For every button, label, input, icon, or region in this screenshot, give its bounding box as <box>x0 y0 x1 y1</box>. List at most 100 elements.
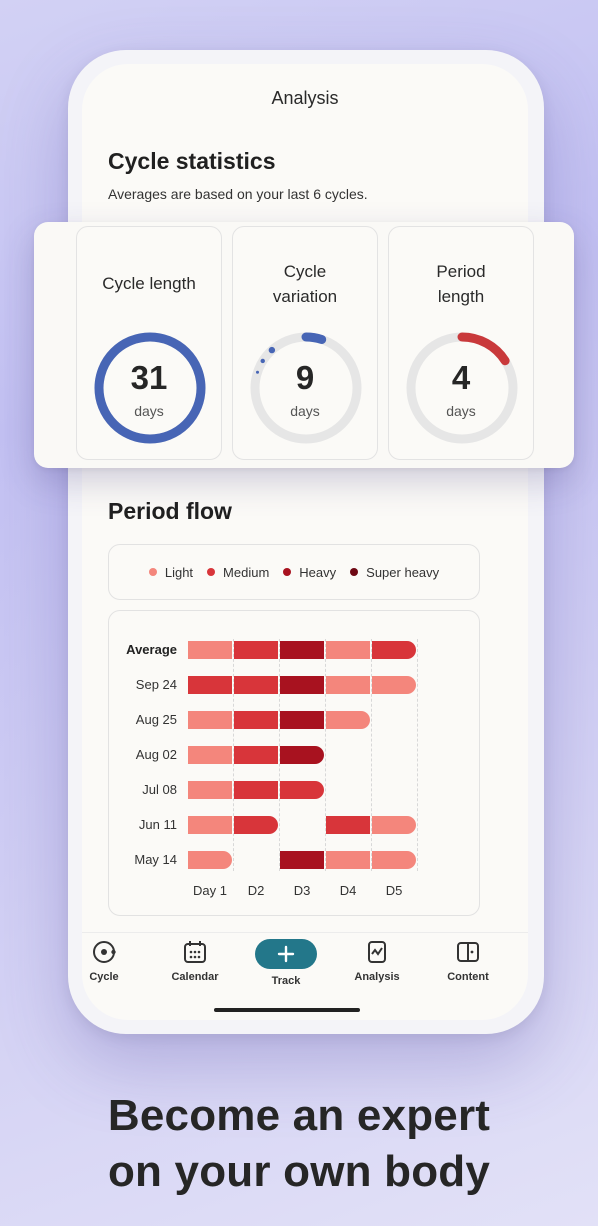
stat-unit: days <box>290 403 320 419</box>
row-label: Aug 25 <box>135 712 177 727</box>
flow-cell <box>188 641 232 659</box>
plus-icon <box>277 945 295 963</box>
legend-item-heavy: Heavy <box>283 565 336 580</box>
legend-item-medium: Medium <box>207 565 269 580</box>
nav-label: Cycle <box>89 971 119 983</box>
flow-legend: Light Medium Heavy Super heavy <box>108 544 480 600</box>
legend-label: Super heavy <box>366 564 440 580</box>
nav-label: Analysis <box>354 971 400 983</box>
headline-line-1: Become an expert <box>107 1091 491 1140</box>
stat-value: 31 <box>130 359 168 396</box>
calendar-icon <box>184 941 206 963</box>
flow-cell <box>280 641 324 659</box>
flow-cell <box>234 816 278 834</box>
legend-label: Medium <box>223 564 270 580</box>
flow-cell <box>280 746 324 764</box>
flow-cell <box>234 781 278 799</box>
x-tick-label: D5 <box>385 883 403 898</box>
nav-item-track[interactable]: Track <box>246 939 326 987</box>
headline-line-2: on your own body <box>107 1147 491 1196</box>
row-label: Sep 24 <box>135 677 177 692</box>
nav-item-calendar[interactable]: Calendar <box>155 939 235 983</box>
stat-value: 4 <box>451 359 471 396</box>
ring-dot <box>260 358 265 364</box>
flow-cell <box>188 746 232 764</box>
legend-dot <box>283 568 292 576</box>
home-indicator <box>214 1008 360 1012</box>
flow-cell <box>280 711 324 729</box>
stat-card-cycle-variation[interactable]: Cycle variation 9 days <box>232 226 378 460</box>
stat-label: Period <box>436 262 486 281</box>
chart-gridline <box>233 639 234 871</box>
flow-cell <box>234 641 278 659</box>
flow-cell <box>372 816 416 834</box>
flow-cell <box>188 781 232 799</box>
x-tick-label: D2 <box>247 883 265 898</box>
row-label: Jul 08 <box>142 782 177 797</box>
flow-cell <box>188 816 232 834</box>
cycle-icon <box>93 941 116 963</box>
legend-label: Heavy <box>299 564 337 580</box>
nav-item-cycle[interactable]: Cycle <box>82 939 144 983</box>
period-flow-chart: Day 1 D2 D3 D4 D5 Average Sep 24 Aug 25 Aug 02 Ju… <box>108 610 480 916</box>
legend-dot <box>350 568 359 576</box>
x-tick-label: Day 1 <box>193 883 227 898</box>
flow-cell <box>234 711 278 729</box>
marketing-headline: Become an expert on your own body <box>0 1088 598 1200</box>
nav-item-analysis[interactable]: Analysis <box>337 939 417 983</box>
flow-cell <box>326 676 370 694</box>
period-flow-title: Period flow <box>108 498 232 524</box>
ring-arc <box>94 332 206 444</box>
chart-gridline <box>279 639 280 871</box>
stat-label: Cycle length <box>102 274 196 293</box>
screen-title: Analysis <box>271 88 339 108</box>
app-screen: Analysis Cycle statistics Averages are b… <box>82 64 528 1020</box>
stat-label: Cycle <box>283 262 327 281</box>
flow-cell <box>280 676 324 694</box>
legend-dot <box>148 568 157 576</box>
flow-cell <box>326 816 370 834</box>
ring-arc <box>406 332 518 444</box>
chart-gridline <box>417 639 418 871</box>
flow-cell <box>326 851 370 869</box>
legend-item-super-heavy: Super heavy <box>350 565 439 580</box>
stat-label: variation <box>272 287 338 306</box>
legend-item-light: Light <box>148 565 193 580</box>
nav-item-content[interactable]: Content <box>428 939 508 983</box>
book-icon <box>457 942 479 962</box>
track-button[interactable] <box>255 939 317 969</box>
flow-cell <box>326 711 370 729</box>
stat-card-cycle-length[interactable]: Cycle length 31 days <box>76 226 222 460</box>
chart-gridline <box>325 639 326 871</box>
stat-card-period-length[interactable]: Period length 4 days <box>388 226 534 460</box>
legend-dot <box>207 568 216 576</box>
progress-ring <box>406 332 518 444</box>
cycle-statistics-title: Cycle statistics <box>108 148 276 174</box>
nav-label: Content <box>447 971 489 983</box>
flow-cell <box>372 641 416 659</box>
flow-cell <box>234 746 278 764</box>
flow-cell <box>234 676 278 694</box>
cycle-statistics-subtitle: Averages are based on your last 6 cycles… <box>108 186 368 202</box>
x-tick-label: D4 <box>339 883 357 898</box>
stat-unit: days <box>446 403 476 419</box>
flow-cell <box>188 711 232 729</box>
row-label: May 14 <box>134 852 177 867</box>
stat-unit: days <box>134 403 164 419</box>
flow-cell <box>280 851 324 869</box>
flow-cell <box>280 781 324 799</box>
flow-cell <box>372 676 416 694</box>
progress-ring <box>94 332 206 444</box>
nav-label: Calendar <box>171 971 219 983</box>
ring-arc <box>250 332 362 444</box>
stat-label: length <box>437 287 485 306</box>
bottom-nav: Cycle Calendar Track <box>82 932 528 1002</box>
flow-cell <box>326 641 370 659</box>
nav-label: Track <box>271 975 301 987</box>
cycle-stats-panel: Cycle length 31 days Cycle variation 9 d… <box>34 222 574 468</box>
ring-dot <box>255 370 259 374</box>
flow-cell <box>372 851 416 869</box>
ring-dot <box>268 346 276 354</box>
row-label: Jun 11 <box>138 817 177 832</box>
x-tick-label: D3 <box>293 883 311 898</box>
